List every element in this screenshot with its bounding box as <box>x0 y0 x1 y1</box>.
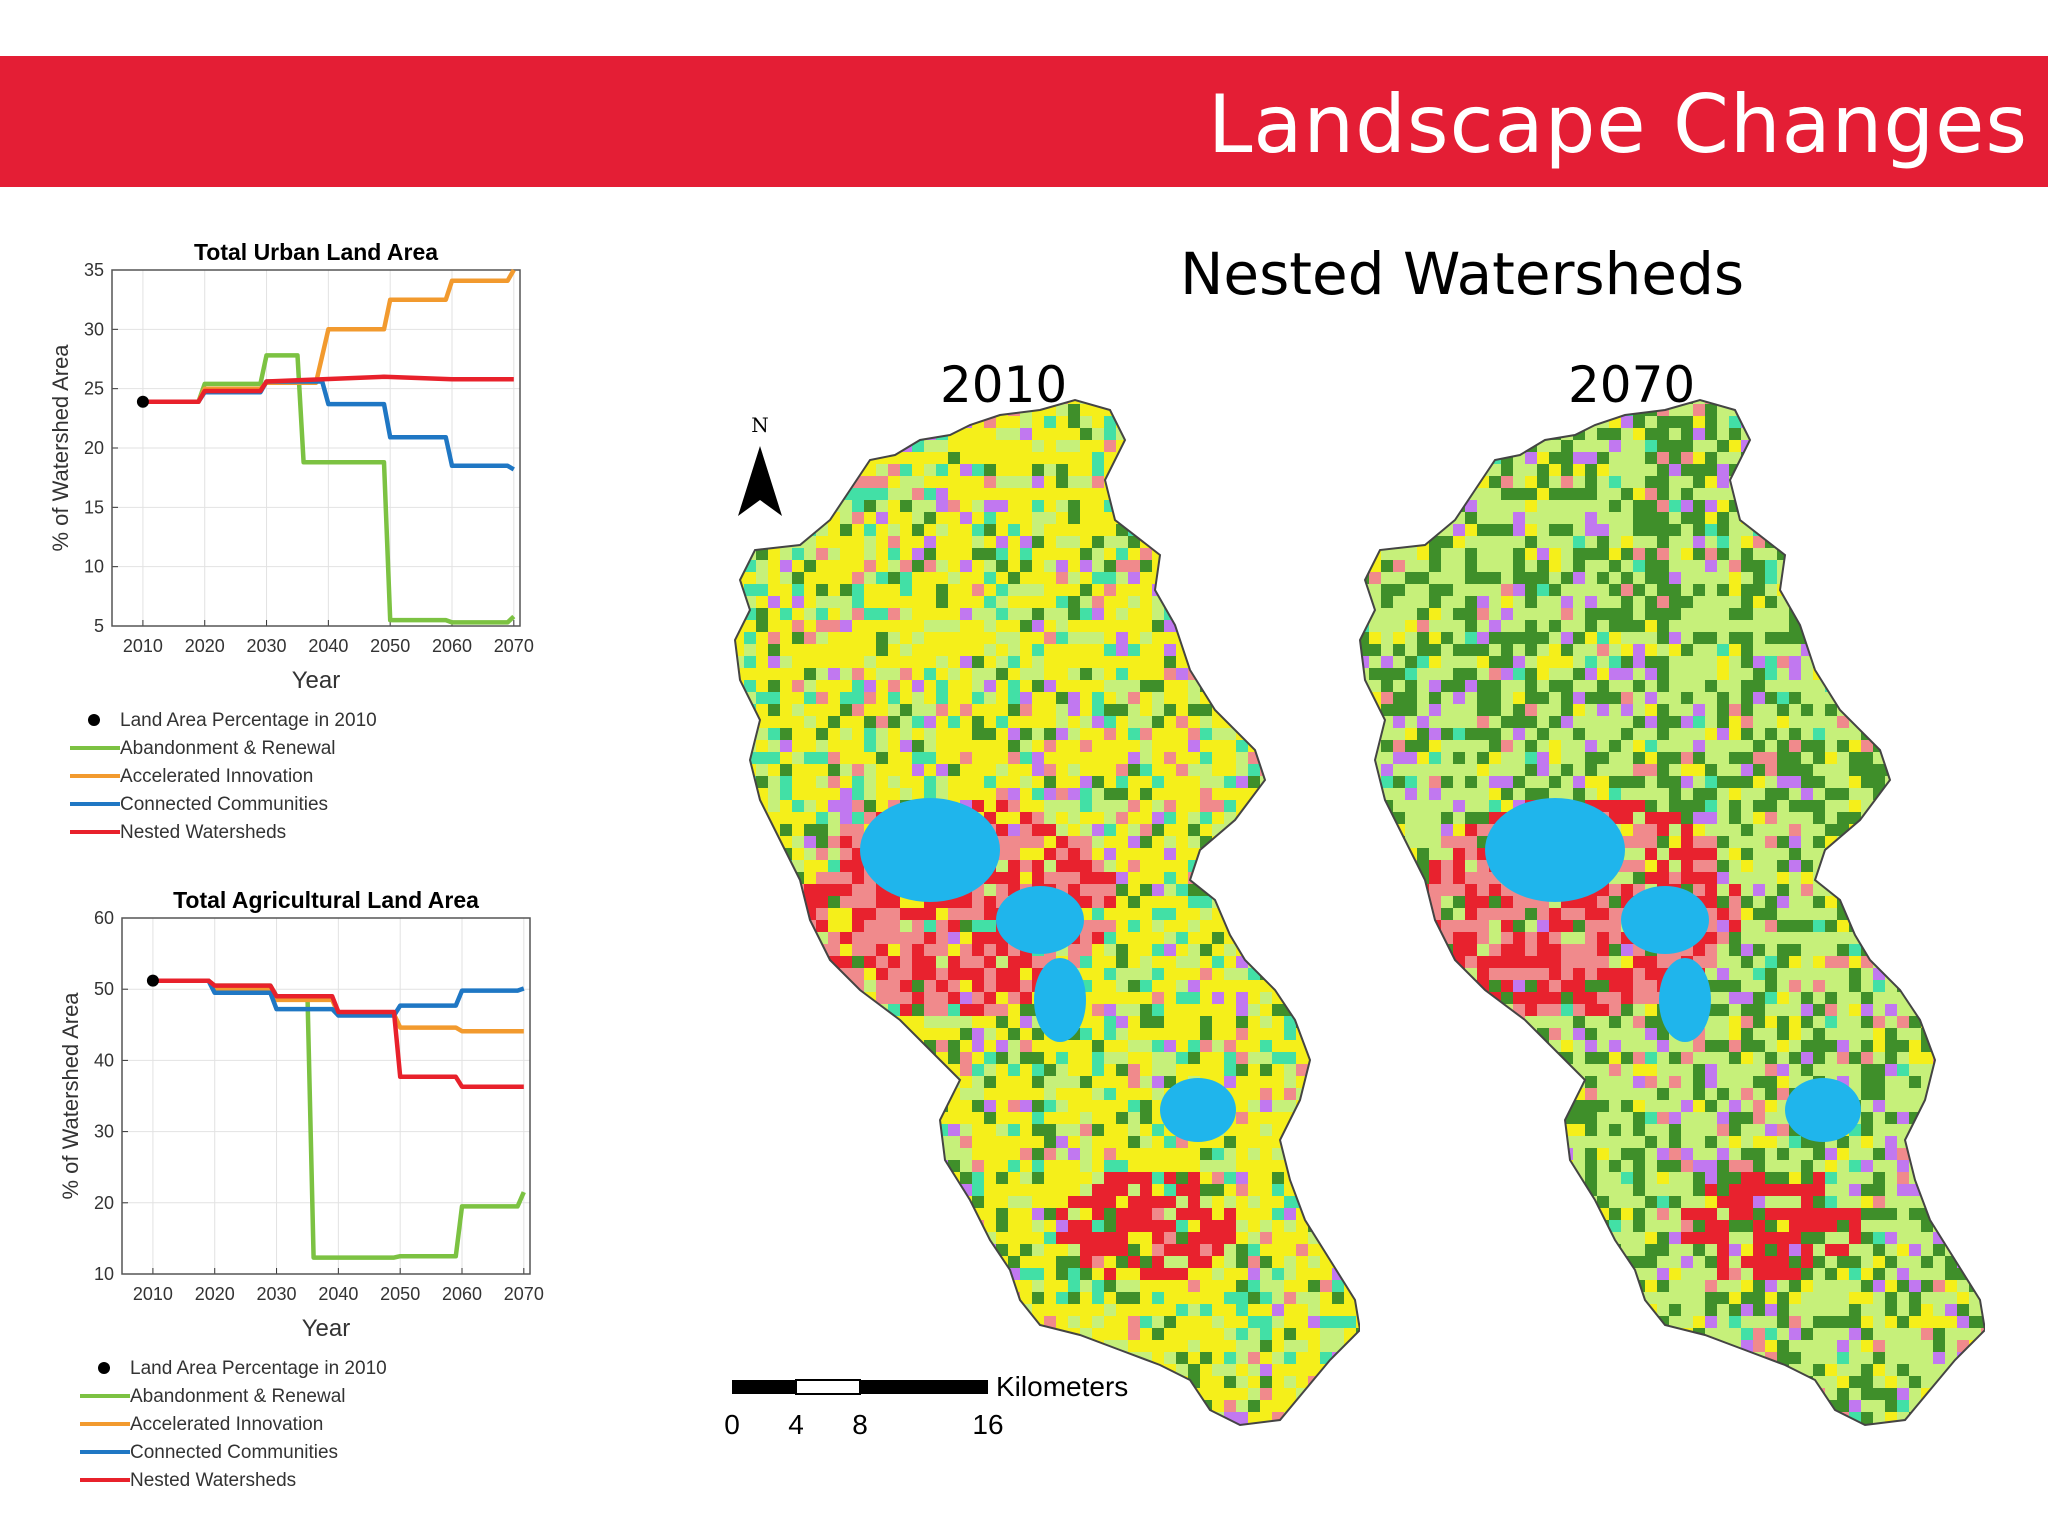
page-title: Landscape Changes <box>1207 78 2028 171</box>
map-section-title: Nested Watersheds <box>1180 240 1745 308</box>
x-tick-label: 2030 <box>247 636 287 656</box>
map-2010-svg <box>733 398 1362 1427</box>
scale-bar: Kilometers 0 4 8 16 <box>720 1371 1160 1457</box>
y-tick-label: 35 <box>84 260 104 280</box>
x-tick-label: 2010 <box>123 636 163 656</box>
land-cover-raster <box>1360 400 1985 1425</box>
x-axis-label: Year <box>302 1315 351 1342</box>
series-line-abandonment-renewal <box>142 353 516 625</box>
legend-item-label: Connected Communities <box>120 794 328 815</box>
y-tick-label: 30 <box>84 319 104 339</box>
y-tick-label: 10 <box>94 1264 114 1284</box>
series-line-nested-watersheds <box>152 978 524 1089</box>
y-tick-label: 5 <box>94 616 104 636</box>
legend-item-label: Land Area Percentage in 2010 <box>120 710 377 731</box>
land-cover-raster <box>735 400 1360 1425</box>
legend-item-label: Land Area Percentage in 2010 <box>130 1358 387 1379</box>
y-axis-label: % of Watershed Area <box>58 992 83 1200</box>
scale-tick-0: 0 <box>724 1409 740 1440</box>
y-tick-label: 15 <box>84 497 104 517</box>
title-banner: Landscape Changes <box>0 56 2048 187</box>
lake <box>1160 1078 1236 1142</box>
baseline-point <box>146 974 159 987</box>
x-tick-label: 2010 <box>133 1284 173 1304</box>
scale-tick-4: 4 <box>788 1409 804 1440</box>
y-tick-label: 60 <box>94 908 114 928</box>
x-tick-label: 2020 <box>185 636 225 656</box>
y-tick-label: 50 <box>94 979 114 999</box>
chart-title: Total Agricultural Land Area <box>173 887 479 913</box>
y-tick-label: 30 <box>94 1122 114 1142</box>
baseline-point <box>136 395 149 408</box>
legend-item-label: Accelerated Innovation <box>130 1414 323 1435</box>
x-tick-label: 2050 <box>380 1284 420 1304</box>
watershed-boundary <box>1358 398 1987 1427</box>
land-cover-map-2010 <box>720 380 1362 1435</box>
series-line-connected-communities <box>152 978 525 1018</box>
x-tick-label: 2040 <box>318 1284 358 1304</box>
series-line-nested-watersheds <box>142 374 514 404</box>
plot-frame <box>111 269 521 627</box>
map-year-label-2010: 2010 <box>940 356 1068 414</box>
agricultural-land-area-chart: Total Agricultural Land Area 2010 2020 2030… <box>50 878 630 1508</box>
x-tick-label: 2060 <box>432 636 472 656</box>
legend-item-label: Connected Communities <box>130 1442 338 1463</box>
urban-land-area-chart: Total Urban Land Area 2010 2020 2030 2040 205… <box>40 230 620 860</box>
north-label: N <box>751 413 769 437</box>
y-tick-label: 20 <box>84 438 104 458</box>
lake <box>1659 958 1711 1042</box>
x-tick-label: 2070 <box>494 636 534 656</box>
scale-tick-8: 8 <box>852 1409 868 1440</box>
x-tick-label: 2050 <box>370 636 410 656</box>
x-tick-label: 2060 <box>442 1284 482 1304</box>
map-2070-svg <box>1358 398 1987 1427</box>
legend-dot <box>88 714 100 726</box>
scale-tick-16: 16 <box>972 1409 1003 1440</box>
watershed-boundary <box>733 398 1362 1427</box>
legend-item-label: Abandonment & Renewal <box>130 1386 345 1407</box>
x-tick-label: 2070 <box>504 1284 544 1304</box>
legend-item-label: Nested Watersheds <box>130 1470 296 1491</box>
y-axis-label: % of Watershed Area <box>48 344 73 552</box>
lake <box>1621 886 1709 954</box>
x-tick-label: 2040 <box>308 636 348 656</box>
x-axis-label: Year <box>292 667 341 694</box>
legend-item-label: Nested Watersheds <box>120 822 286 843</box>
y-tick-label: 10 <box>84 557 104 577</box>
plot-frame <box>121 917 531 1275</box>
lake <box>1785 1078 1861 1142</box>
north-arrow: N <box>734 412 794 527</box>
land-cover-map-2070 <box>1345 380 1987 1435</box>
lake <box>860 798 1000 902</box>
north-arrow-icon <box>738 446 782 516</box>
x-tick-label: 2030 <box>257 1284 297 1304</box>
x-tick-label: 2020 <box>195 1284 235 1304</box>
map-year-label-2070: 2070 <box>1568 356 1696 414</box>
scale-unit: Kilometers <box>996 1372 1128 1402</box>
lake <box>996 886 1084 954</box>
lake <box>1485 798 1625 902</box>
series-line-accelerated-innovation <box>142 268 516 404</box>
y-tick-label: 25 <box>84 379 104 399</box>
legend-item-label: Accelerated Innovation <box>120 766 313 787</box>
y-tick-label: 40 <box>94 1050 114 1070</box>
chart-title: Total Urban Land Area <box>194 239 438 265</box>
lake <box>1034 958 1086 1042</box>
legend-dot <box>98 1362 110 1374</box>
legend-item-label: Abandonment & Renewal <box>120 738 335 759</box>
y-tick-label: 20 <box>94 1193 114 1213</box>
